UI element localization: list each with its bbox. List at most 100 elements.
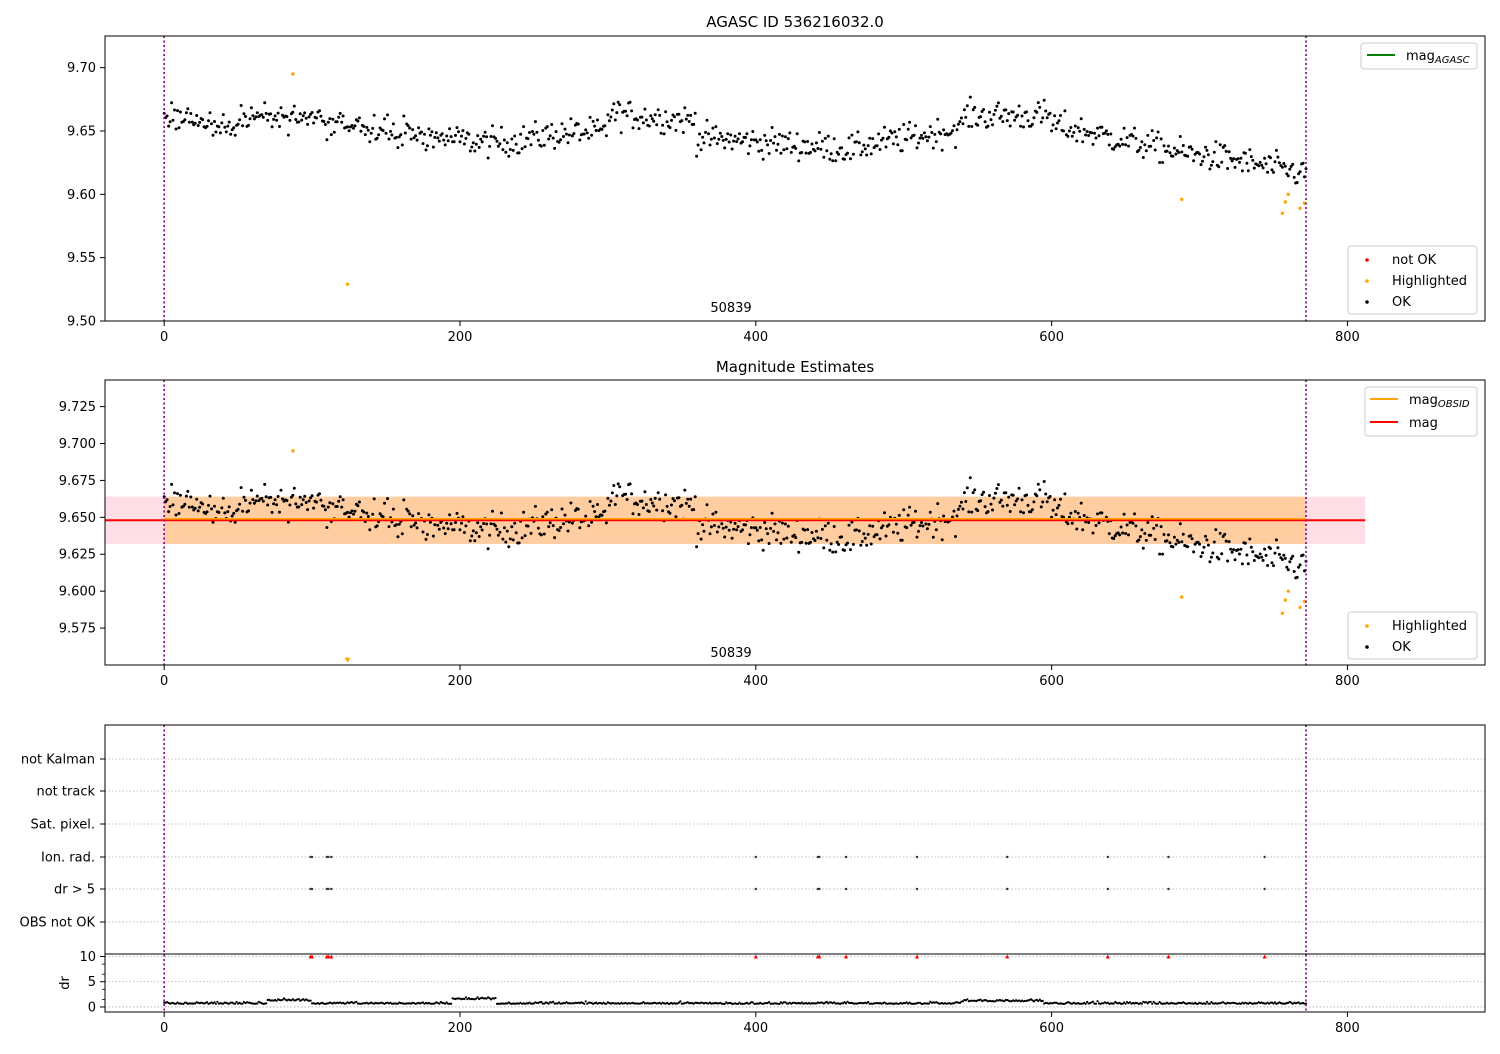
dr-point (844, 1002, 848, 1005)
dr-point (1157, 1002, 1160, 1005)
ok-point (754, 526, 758, 530)
ok-point (238, 502, 242, 506)
ok-point (884, 534, 888, 538)
ok-point (448, 127, 452, 131)
ok-point (408, 126, 412, 130)
ok-point (1161, 552, 1165, 556)
ok-point (470, 534, 474, 538)
dr-clipped-marker (753, 954, 758, 959)
ok-point (989, 118, 993, 122)
ok-point (264, 111, 268, 115)
ok-point (612, 102, 616, 106)
ok-point (959, 116, 963, 120)
ok-point (1016, 497, 1020, 501)
ok-point (954, 146, 957, 149)
ok-point (909, 523, 913, 527)
ok-point (218, 131, 222, 135)
ok-point (1214, 140, 1218, 144)
ok-point (187, 120, 191, 124)
ok-point (993, 491, 997, 495)
ok-point (391, 507, 395, 511)
dr-point (1146, 1002, 1149, 1005)
ok-point (736, 137, 740, 141)
ok-point (875, 533, 879, 537)
ok-point (925, 139, 929, 143)
ok-point (649, 498, 653, 501)
ok-point (686, 113, 690, 117)
ok-point (786, 137, 790, 141)
ok-point (485, 135, 489, 139)
ok-point (1159, 525, 1163, 529)
ok-point (307, 499, 311, 503)
ok-point (1149, 533, 1153, 537)
ok-point (804, 151, 808, 155)
ok-point (797, 159, 801, 163)
ok-point (578, 526, 582, 530)
ok-point (1292, 175, 1296, 179)
ok-point (488, 533, 492, 537)
ok-point (826, 134, 830, 138)
ok-point (1013, 118, 1017, 122)
ok-point (896, 531, 900, 535)
panel-flags: 0 200 400 600 800 not Kalman not track Sat. pi… (20, 724, 1486, 1036)
ok-point (548, 521, 552, 525)
dr-point (475, 997, 478, 1000)
ok-point (764, 527, 768, 531)
ok-point (470, 145, 474, 149)
ok-point (1206, 543, 1210, 547)
ok-point (226, 124, 230, 128)
ok-point (421, 142, 425, 146)
ok-point (686, 497, 690, 501)
dr-clipped-marker (1262, 954, 1267, 959)
ok-point (414, 521, 418, 525)
ok-point (270, 125, 274, 129)
ok-point (1140, 528, 1144, 532)
ok-point (665, 504, 669, 508)
ok-point (371, 512, 375, 516)
ok-point (443, 532, 447, 536)
ok-point (176, 109, 179, 113)
ion-rad-flag (915, 855, 919, 859)
ok-point (1181, 144, 1185, 147)
ok-point (965, 486, 969, 490)
dr-point (781, 1002, 784, 1005)
ok-point (652, 119, 656, 123)
ion-rad-flag (1167, 855, 1170, 859)
dr-point (867, 1000, 870, 1004)
ok-point (745, 132, 749, 136)
ok-point (178, 493, 182, 497)
ok-point (1118, 533, 1122, 537)
ok-point (1011, 493, 1015, 497)
y-tick-label: 9.60 (67, 188, 96, 203)
ok-point (754, 138, 758, 142)
ok-point (278, 510, 281, 514)
ok-point (1172, 535, 1176, 539)
ok-point (823, 524, 827, 528)
ok-point (954, 535, 957, 538)
ok-point (1156, 130, 1160, 134)
dr-point (291, 998, 294, 1001)
ok-point (479, 525, 483, 529)
ok-point (988, 110, 991, 114)
ok-point (809, 150, 812, 154)
ok-point (366, 128, 370, 132)
x-tick-label: 400 (743, 330, 768, 345)
ok-point (1212, 540, 1216, 544)
ok-point (809, 540, 812, 544)
ok-point (1137, 148, 1141, 152)
ok-point (252, 501, 256, 505)
ok-point (896, 143, 900, 147)
dr-point (421, 1001, 425, 1004)
ok-point (523, 145, 527, 149)
ok-point (207, 119, 210, 123)
ok-point (480, 140, 484, 144)
ok-point (757, 149, 761, 153)
ok-point (820, 139, 824, 143)
ok-point (1277, 552, 1281, 556)
dr-point (558, 1001, 561, 1004)
ok-point (693, 495, 697, 499)
ok-point (883, 125, 886, 129)
ok-point (615, 111, 619, 115)
ok-point (643, 107, 647, 111)
ok-point (402, 498, 406, 502)
